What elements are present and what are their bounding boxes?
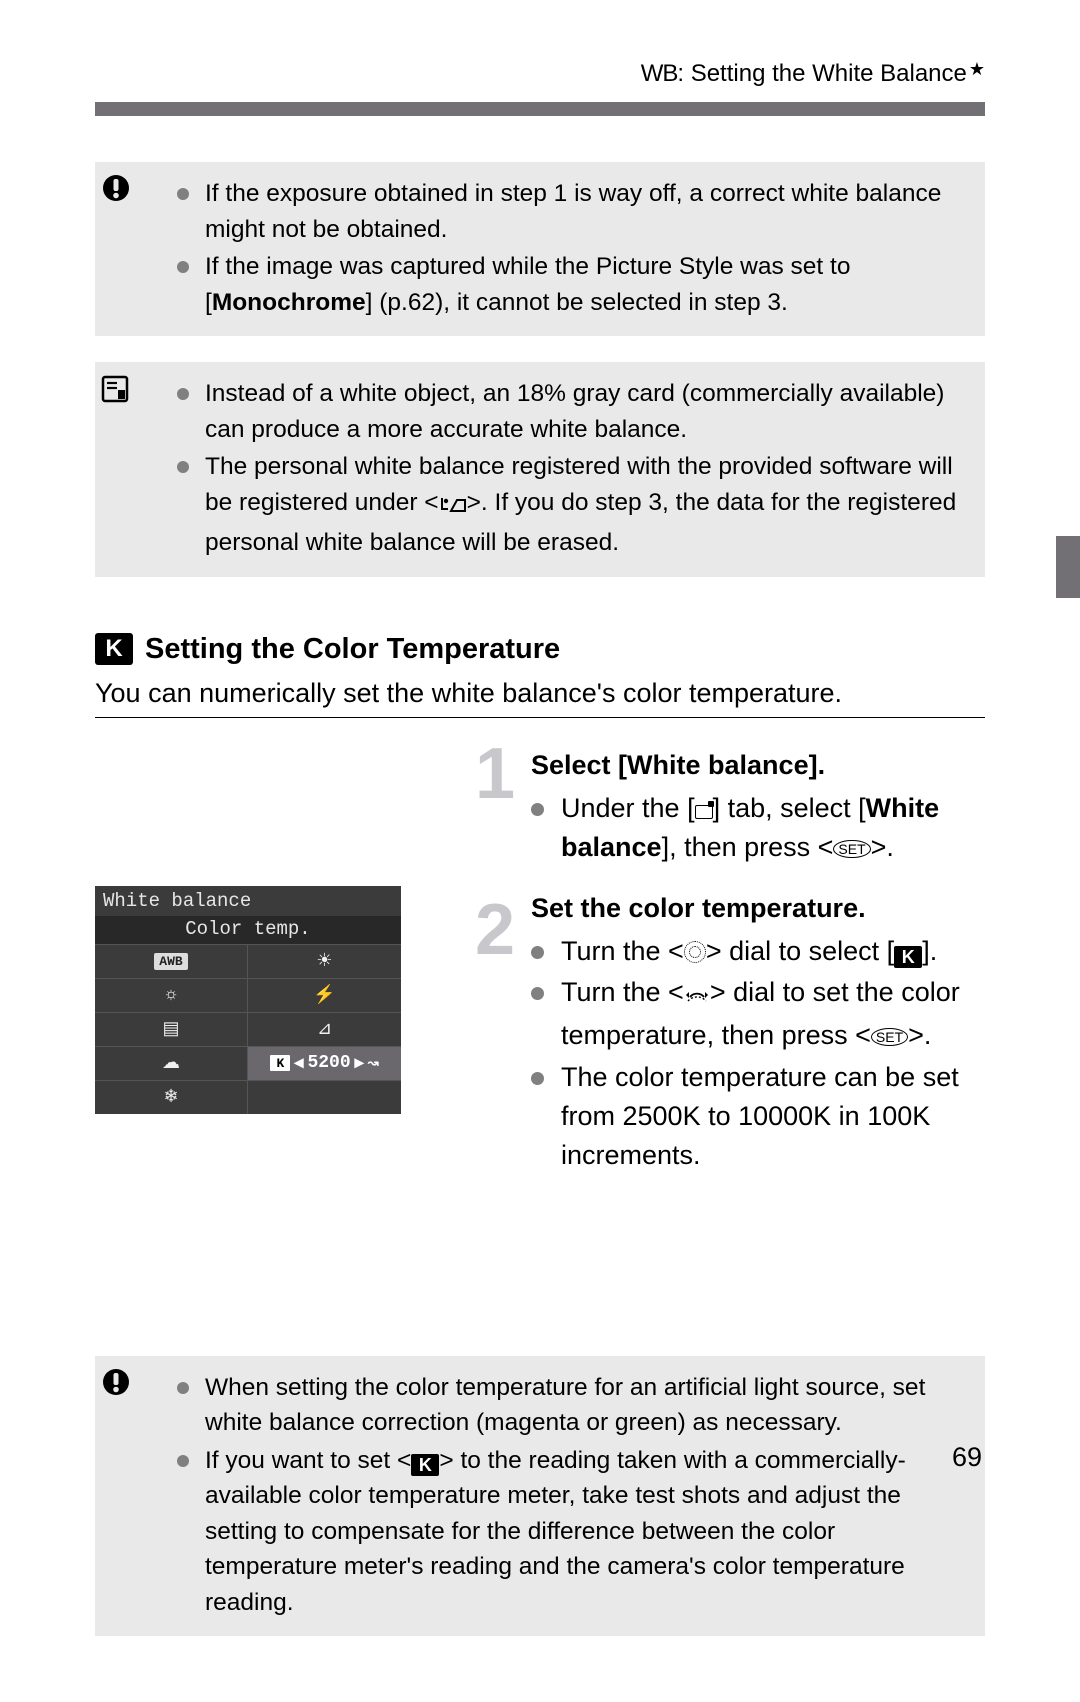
step-2-bullet-3: The color temperature can be set from 25… [531, 1058, 985, 1175]
header-star: ★ [969, 59, 985, 79]
set-button-icon: SET [833, 840, 870, 858]
lcd-awb: AWB [95, 944, 248, 978]
step-1: Select [White balance]. Under the [] tab… [531, 746, 985, 867]
custom-wb-icon [439, 490, 467, 526]
step-2-title: Set the color temperature. [531, 889, 985, 928]
k-badge-small-icon: K [411, 1454, 439, 1476]
k-badge-icon: K [95, 633, 133, 665]
caution-bottom-item-2: If you want to set <K> to the reading ta… [177, 1443, 967, 1621]
step-1-bullet: Under the [] tab, select [White balance]… [531, 789, 985, 867]
k-badge-small-icon: K [894, 946, 922, 968]
step-2-bullet-2: Turn the <> dial to set the color temper… [531, 973, 985, 1055]
section-heading: K Setting the Color Temperature [95, 633, 985, 666]
lcd-custom-icon: ⊿ [248, 1012, 401, 1046]
lcd-daylight-icon: ☀ [248, 944, 401, 978]
main-dial-icon [684, 977, 710, 1016]
lcd-shade-icon: ▤ [95, 1012, 248, 1046]
lcd-title: White balance [95, 886, 401, 916]
page-header: WB: Setting the White Balance★ [95, 60, 985, 88]
lcd-fluorescent-icon: ⚡ [248, 978, 401, 1012]
section-rule [95, 717, 985, 718]
step-number-2: 2 [475, 894, 515, 966]
step-1-title: Select [White balance]. [531, 746, 985, 785]
lcd-subtitle: Color temp. [95, 916, 401, 944]
header-prefix: WB [641, 60, 678, 87]
lcd-tungsten-icon: ☼ [95, 978, 248, 1012]
camera-menu-icon [695, 805, 713, 819]
caution-icon [101, 168, 131, 217]
caution-note-top: If the exposure obtained in step 1 is wa… [95, 162, 985, 336]
step-2: Set the color temperature. Turn the <> d… [531, 889, 985, 1175]
lcd-cloudy-icon: ☁ [95, 1046, 248, 1080]
section-heading-text: Setting the Color Temperature [145, 633, 560, 666]
steps-area: 1 Select [White balance]. Under the [] t… [95, 746, 985, 1216]
caution-top-item-1: If the exposure obtained in step 1 is wa… [177, 176, 967, 247]
caution-icon [101, 1362, 131, 1411]
info-note: Instead of a white object, an 18% gray c… [95, 362, 985, 577]
lcd-screenshot: White balance Color temp. AWB ☀ ☼ ⚡ ▤ ⊿ … [95, 886, 401, 1114]
set-button-icon: SET [871, 1028, 908, 1046]
step-number-1: 1 [475, 738, 515, 810]
lcd-snow-icon: ❄ [95, 1080, 248, 1114]
page-number: 69 [952, 1442, 982, 1473]
caution-top-item-2: If the image was captured while the Pict… [177, 249, 967, 320]
step-2-bullet-1: Turn the <> dial to select [K]. [531, 932, 985, 971]
caution-bottom-item-1: When setting the color temperature for a… [177, 1370, 967, 1441]
lcd-empty [248, 1080, 401, 1114]
caution-note-bottom: When setting the color temperature for a… [95, 1356, 985, 1637]
edge-tab-marker [1056, 536, 1080, 598]
quick-dial-icon [684, 941, 706, 963]
info-item-2: The personal white balance registered wi… [177, 449, 967, 561]
header-title: : Setting the White Balance [677, 60, 967, 87]
section-intro: You can numerically set the white balanc… [95, 678, 985, 709]
info-icon [101, 368, 129, 417]
lcd-selected-k: K ◂ 5200 ▸ ↝ [248, 1046, 401, 1080]
header-rule [95, 102, 985, 116]
info-item-1: Instead of a white object, an 18% gray c… [177, 376, 967, 447]
